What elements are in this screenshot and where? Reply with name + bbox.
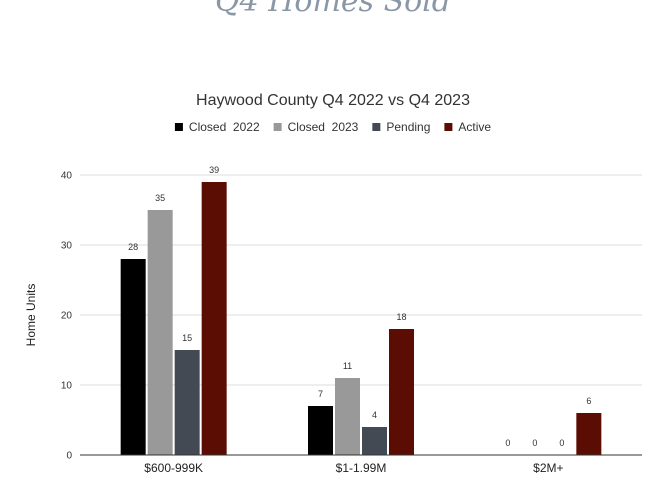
bar — [201, 182, 227, 455]
bar — [120, 259, 146, 455]
chart-title: Haywood County Q4 2022 vs Q4 2023 — [196, 92, 470, 109]
data-label: 0 — [532, 438, 537, 448]
legend-label: Pending — [386, 120, 430, 134]
data-label: 0 — [559, 438, 564, 448]
data-label: 11 — [343, 361, 352, 371]
y-tick-label: 40 — [61, 171, 73, 182]
bar — [362, 427, 387, 455]
y-tick-label: 10 — [61, 381, 73, 392]
legend-item: Active — [444, 120, 491, 134]
data-label: 18 — [396, 312, 406, 322]
data-label: 15 — [182, 333, 192, 343]
legend-swatch — [372, 123, 381, 131]
y-axis-label: Home Units — [24, 284, 38, 347]
data-label: 39 — [209, 165, 219, 175]
legend-swatch — [444, 123, 453, 131]
y-tick-label: 30 — [61, 241, 73, 252]
legend-label: Closed 2023 — [288, 120, 359, 134]
legend-item: Closed 2023 — [273, 120, 359, 134]
gridlines — [80, 174, 642, 386]
data-label: 7 — [318, 389, 323, 399]
bar — [147, 210, 173, 455]
data-label: 0 — [505, 438, 510, 448]
data-label: 28 — [128, 242, 138, 252]
legend-item: Pending — [372, 120, 430, 134]
bar — [576, 413, 602, 455]
bar — [308, 406, 333, 455]
legend-label: Closed 2022 — [189, 120, 260, 134]
x-tick-label: $2M+ — [533, 461, 563, 475]
data-label: 6 — [586, 396, 591, 406]
y-tick-label: 0 — [66, 451, 72, 462]
x-tick-label: $600-999K — [144, 461, 203, 475]
y-axis-ticks: 0 10 20 30 40 — [61, 171, 73, 462]
x-axis-ticks: $600-999K $1-1.99M $2M+ — [144, 461, 563, 475]
legend-swatch — [273, 123, 282, 131]
data-label: 4 — [372, 410, 377, 420]
y-tick-label: 20 — [61, 311, 73, 322]
bar — [389, 329, 414, 455]
data-label: 35 — [155, 193, 165, 203]
page-heading: Q4 Homes Sold — [215, 0, 451, 19]
x-tick-label: $1-1.99M — [336, 461, 387, 475]
legend-item: Closed 2022 — [174, 120, 260, 134]
legend: Closed 2022 Closed 2023 Pending Active — [174, 120, 491, 134]
legend-swatch — [174, 123, 183, 131]
bar — [174, 350, 200, 455]
bars: 28 35 15 39 7 11 4 18 0 0 0 6 — [120, 165, 602, 455]
bar — [335, 378, 360, 455]
legend-label: Active — [458, 120, 491, 134]
